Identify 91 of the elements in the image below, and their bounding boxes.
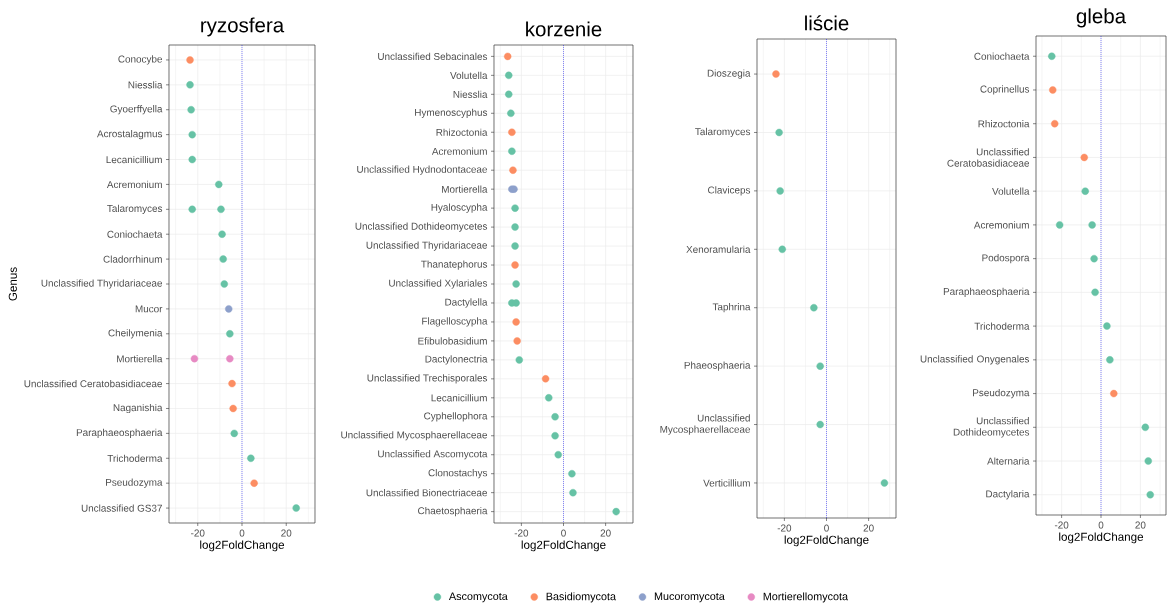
y-tick-label: Coniochaeta	[107, 230, 163, 238]
y-tick-label: Conocybe	[118, 55, 163, 65]
y-tick-label: Unclassified Dothideomycetes	[355, 222, 488, 232]
x-tick-label: 20	[281, 529, 292, 537]
y-tick-label: Pseudozyma	[106, 478, 163, 488]
y-tick-label: Pseudozyma	[973, 388, 1030, 399]
x-tick-label: -20	[1054, 521, 1069, 529]
chart-title: gleba	[1076, 8, 1127, 28]
x-tick-label: 20	[1135, 521, 1146, 529]
y-tick-label: Paraphaeosphaeria	[76, 428, 163, 438]
y-tick-label: Niesslia	[128, 81, 163, 89]
y-tick-label: Gyoerffyella	[110, 105, 163, 115]
y-tick-label: Xenoramularia	[686, 245, 751, 253]
y-tick-label: Claviceps	[708, 186, 751, 196]
y-tick-label: Unclassified GS37	[81, 504, 162, 512]
y-tick-label: Mortierella	[117, 355, 163, 363]
x-tick-label: 0	[824, 524, 829, 532]
x-tick-label: -20	[514, 529, 529, 537]
y-tick-label: Alternaria	[987, 457, 1030, 465]
y-tick-label: Unclassified Mycosphaerellaceae	[660, 414, 751, 435]
x-axis-title: log2FoldChange	[200, 540, 285, 552]
legend-label: Mucoromycota	[654, 592, 725, 603]
y-tick-label: Mucor	[135, 305, 163, 313]
y-tick-label: Lecanicillium	[106, 155, 162, 164]
y-tick-label: Coniochaeta	[974, 52, 1030, 60]
y-tick-label: Unclassified Hydnodontaceae	[357, 165, 487, 175]
y-tick-label: Unclassified Ascomycota	[378, 450, 488, 460]
x-axis-title: log2FoldChange	[784, 535, 869, 547]
y-tick-label: Podospora	[982, 254, 1030, 264]
y-tick-label: Verticillium	[703, 479, 750, 487]
y-tick-label: Efibulobasidium	[418, 337, 487, 345]
y-tick-label: Unclassified Ceratobasidiaceae	[947, 148, 1030, 167]
chart-title: liście	[805, 15, 849, 31]
y-tick-label: Unclassified Ceratobasidiaceae	[24, 379, 162, 388]
y-tick-label: Acremonium	[431, 147, 487, 155]
y-tick-label: Paraphaeosphaeria	[943, 287, 1030, 297]
y-tick-label: Unclassified Dothideomycetes	[953, 417, 1030, 438]
x-tick-label: -20	[777, 524, 792, 532]
y-tick-label: Volutella	[992, 187, 1030, 195]
y-tick-label: Flagelloscypha	[422, 317, 488, 327]
x-axis-title: log2FoldChange	[1059, 532, 1144, 544]
y-tick-label: Unclassified Thyridariaceae	[366, 241, 487, 251]
y-tick-label: Naganishia	[113, 403, 163, 414]
y-tick-label: Talaromyces	[107, 204, 163, 214]
y-tick-label: Unclassified Onygenales	[920, 355, 1030, 365]
y-tick-label: Unclassified Xylariales	[389, 279, 488, 289]
y-tick-label: Unclassified Bionectriaceae	[366, 489, 487, 497]
y-tick-label: Rhizoctonia	[436, 128, 488, 136]
y-tick-label: Chaetosphaeria	[418, 507, 488, 517]
y-axis-title: Genus	[8, 267, 17, 301]
y-tick-label: Coprinellus	[980, 85, 1030, 95]
y-tick-label: Trichoderma	[107, 454, 163, 462]
y-tick-label: Phaeosphaeria	[684, 361, 751, 371]
legend-label: Basidiomycota	[546, 592, 616, 603]
y-tick-label: Unclassified Mycosphaerellaceae	[341, 431, 487, 441]
x-tick-label: 20	[600, 529, 611, 537]
x-tick-label: -20	[191, 529, 205, 537]
y-tick-label: Thanatephorus	[421, 260, 488, 270]
y-tick-label: Clonostachys	[428, 469, 488, 479]
y-tick-label: Dactylella	[445, 298, 488, 308]
y-tick-label: Rhizoctonia	[978, 120, 1030, 128]
y-tick-label: Unclassified Trechisporales	[367, 374, 488, 384]
y-tick-label: Unclassified Sebacinales	[378, 52, 488, 61]
y-tick-label: Unclassified Thyridariaceae	[41, 279, 162, 289]
y-tick-label: Acremonium	[973, 221, 1029, 229]
y-tick-label: Dactylaria	[986, 490, 1030, 500]
y-tick-label: Trichoderma	[974, 322, 1030, 330]
x-tick-label: 20	[863, 524, 874, 532]
y-tick-label: Talaromyces	[695, 127, 751, 138]
x-tick-label: 0	[561, 529, 566, 537]
y-tick-label: Cheilymenia	[108, 329, 163, 339]
y-tick-label: Cladorrhinum	[103, 255, 162, 263]
y-tick-label: Hymenoscyphus	[415, 108, 488, 118]
chart-title: korzenie	[526, 21, 602, 37]
y-tick-label: Dactylonectria	[425, 355, 488, 365]
x-tick-label: 0	[239, 529, 245, 537]
y-tick-label: Mortierella	[442, 185, 488, 193]
y-tick-label: Taphrina	[712, 303, 751, 313]
x-tick-label: 0	[1098, 521, 1104, 529]
y-tick-label: Dioszegia	[707, 69, 751, 79]
x-axis-title: log2FoldChange	[521, 540, 606, 552]
y-tick-label: Niesslia	[453, 90, 488, 98]
chart-title: ryzosfera	[201, 17, 285, 37]
y-tick-label: Volutella	[450, 71, 488, 79]
y-tick-label: Lecanicillium	[431, 394, 487, 402]
legend-label: Mortierellomycota	[763, 592, 849, 603]
legend-label: Ascomycota	[448, 592, 508, 603]
y-tick-label: Cyphellophora	[424, 412, 488, 422]
y-tick-label: Hyaloscypha	[431, 203, 488, 213]
y-tick-label: Acrostalagmus	[97, 130, 163, 140]
y-tick-label: Acremonium	[106, 180, 162, 189]
